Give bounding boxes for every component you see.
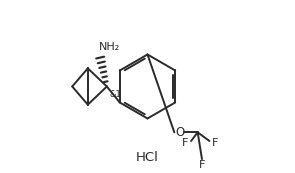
Text: F: F: [212, 138, 219, 148]
Text: NH₂: NH₂: [99, 42, 120, 52]
Text: &1: &1: [109, 90, 121, 99]
Text: HCl: HCl: [136, 151, 159, 164]
Text: O: O: [175, 126, 184, 139]
Text: F: F: [199, 160, 205, 170]
Text: F: F: [182, 138, 188, 148]
